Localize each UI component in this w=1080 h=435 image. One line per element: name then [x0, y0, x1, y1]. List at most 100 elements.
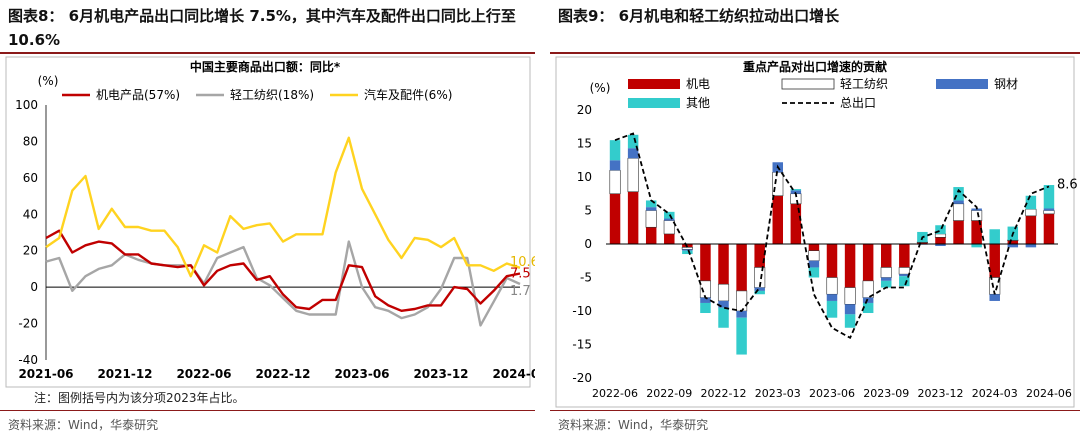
bar-segment-cyan [826, 300, 838, 318]
bar-segment-white [1043, 210, 1055, 215]
bar-segment-blue [880, 277, 892, 281]
left-figure: 图表8： 6月机电产品出口同比增长 7.5%，其中汽车及配件出口同比上行至 10… [0, 0, 535, 435]
bar-segment-blue [754, 287, 765, 291]
bar-segment-white [808, 250, 820, 262]
total-export-line [614, 132, 1050, 340]
left-title-rule [0, 52, 535, 54]
bar-segment-cyan [736, 317, 747, 355]
x-tick-label: 2023-06 [334, 367, 389, 381]
bar-segment-white [826, 277, 838, 295]
bar-segment-white [772, 172, 784, 197]
y-tick-label: -5 [580, 271, 592, 285]
bar-segment-white [953, 203, 965, 221]
bar-segment-red [953, 220, 964, 244]
bar-segment-white [916, 241, 928, 243]
bar-segment-red [989, 244, 1000, 278]
bar-segment-white [627, 157, 639, 193]
x-tick-label: 2023-12 [413, 367, 468, 381]
bar-segment-cyan [899, 276, 910, 287]
left-bottom-rule [0, 410, 535, 411]
bar-segment-red [664, 233, 675, 244]
bar-segment-blue [953, 200, 964, 204]
x-tick-label: 2021-12 [97, 367, 152, 381]
left-chart-note: 注：图例括号内为该分项2023年占比。 [34, 391, 245, 405]
bar-segment-cyan [627, 134, 639, 149]
x-tick-label: 2022-06 [592, 387, 638, 400]
bar-segment-cyan [971, 244, 982, 248]
bar-segment-cyan [880, 280, 892, 288]
left-chart-frame [5, 56, 531, 388]
left-line-chart: 中国主要商品出口额：同比* -40 -20 0 20 40 60 80 100(%) 2021-0… [5, 56, 535, 388]
legend-label-blue: 钢材 [994, 77, 1018, 91]
bar-segment-white [844, 287, 856, 305]
legend-label-white: 轻工纺织 [840, 77, 888, 91]
bar-segment-white [898, 267, 910, 275]
right-chart-frame [555, 56, 1075, 408]
bar-segment-cyan [808, 267, 820, 278]
series-line-gray [45, 240, 521, 327]
bar-segment-cyan [754, 290, 765, 295]
bar-segment-cyan [645, 200, 657, 208]
bar-segment-blue [682, 249, 693, 251]
bar-segment-blue [645, 207, 657, 211]
y-tick-label: 60 [23, 171, 38, 185]
bar-segment-red [645, 227, 657, 244]
bar-segment-blue [826, 294, 838, 301]
y-tick-label: 10 [577, 170, 592, 184]
bar-segment-white [736, 290, 748, 312]
bar-segment-white [645, 210, 657, 228]
y-tick-label: 100 [15, 98, 38, 112]
bar-segment-white [971, 210, 983, 221]
right-figure-title: 图表9： 6月机电和轻工纺织拉动出口增长 [558, 7, 840, 25]
bar-segment-white [934, 233, 947, 238]
legend-swatch-blue [936, 79, 988, 89]
legend-swatch-white [781, 78, 835, 90]
bar-segment-blue [627, 148, 639, 159]
bar-segment-blue [989, 294, 1000, 301]
bar-segment-cyan [1043, 185, 1055, 209]
y-tick-label: -40 [18, 353, 38, 367]
bar-segment-red [718, 244, 729, 285]
bar-segment-blue [664, 218, 675, 221]
bar-segment-blue [609, 160, 621, 171]
x-tick-label: 2022-06 [176, 367, 231, 381]
bar-segment-blue [844, 304, 856, 315]
bar-segment-blue [718, 300, 729, 308]
bar-segment-red [862, 244, 874, 281]
x-tick-label: 2022-09 [646, 387, 692, 400]
bar-segment-cyan [609, 140, 621, 161]
right-chart-title: 重点产品对出口增速的贡献 [743, 59, 887, 74]
bar-segment-cyan [862, 302, 874, 314]
end-value-label-yellow: 10.6 [510, 255, 535, 270]
left-chart-title: 中国主要商品出口额：同比* [190, 59, 341, 74]
bar-segment-blue [971, 208, 982, 211]
bar-segment-cyan [844, 314, 856, 328]
bar-segment-white [1007, 239, 1019, 241]
bar-segment-red [790, 203, 802, 244]
legend-label-red: 机电 [686, 77, 710, 91]
y-tick-label: -20 [18, 317, 38, 331]
series-line-red [45, 229, 521, 313]
x-tick-label: 2023-03 [755, 387, 801, 400]
right-title-rule [550, 52, 1080, 54]
x-tick-label: 2024-03 [972, 387, 1018, 400]
end-value-label-red: 7.5 [510, 266, 531, 281]
bar-segment-red [899, 244, 910, 268]
right-bar-chart: 重点产品对出口增速的贡献 -20 -15 -10 -5 0 5 10 15 20 (%) 2022-0… [555, 56, 1078, 408]
series-line-yellow [45, 136, 521, 278]
bar-segment-cyan [790, 189, 802, 191]
x-tick-label: 2021-06 [18, 367, 73, 381]
bar-segment-red [880, 244, 892, 268]
bar-segment-blue [736, 311, 747, 318]
bar-segment-red [1007, 240, 1019, 244]
bar-segment-white [754, 267, 766, 288]
legend-label-gray: 轻工纺织(18%) [230, 88, 314, 102]
end-value-label-gray: 1.7 [510, 284, 531, 299]
bar-segment-cyan [1025, 195, 1037, 210]
x-tick-label: 2023-12 [917, 387, 963, 400]
bar-segment-cyan [682, 250, 693, 255]
bar-segment-white [681, 247, 693, 250]
bar-segment-blue [935, 244, 946, 247]
right-source: 资料来源：Wind，华泰研究 [558, 418, 709, 432]
bar-segment-cyan [718, 307, 729, 328]
